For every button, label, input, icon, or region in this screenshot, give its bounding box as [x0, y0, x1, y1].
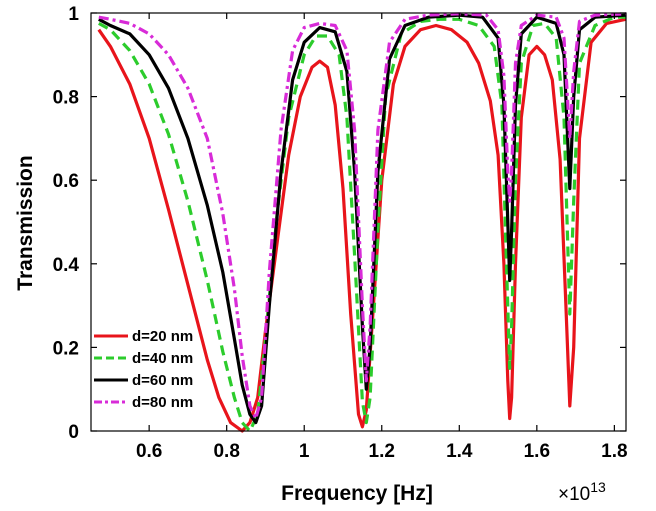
- y-tick-label: 1: [68, 4, 79, 25]
- x-axis-title: Frequency [Hz]: [281, 482, 433, 505]
- series-line-d-60-nm: [98, 13, 626, 425]
- series-line-d-80-nm: [98, 12, 626, 421]
- x-axis-exponent: ×1013: [558, 479, 606, 505]
- legend-label: d=60 nm: [132, 372, 193, 389]
- x-exponent-power: 13: [590, 479, 606, 495]
- y-tick-label: 0.2: [53, 338, 79, 359]
- x-tick-label: 1.8: [601, 441, 627, 462]
- legend: d=20 nm d=40 nm d=60 nm d=80 nm: [94, 328, 193, 411]
- legend-label: d=40 nm: [132, 350, 193, 367]
- y-tick-label: 0.8: [53, 88, 79, 109]
- plot-lines: [97, 12, 626, 433]
- x-tick-label: 1.2: [369, 441, 395, 462]
- x-tick-label: 0.6: [136, 441, 162, 462]
- y-tick-label: 0: [68, 422, 79, 443]
- x-tick-label: 1.4: [446, 441, 473, 462]
- legend-label: d=80 nm: [132, 394, 193, 411]
- y-axis-title: Transmission: [14, 155, 37, 290]
- x-tick-label: 1.6: [524, 441, 550, 462]
- legend-label: d=20 nm: [132, 328, 193, 345]
- y-tick-label: 0.6: [53, 171, 79, 192]
- x-tick-label: 1: [299, 441, 310, 462]
- axis-ticks: 0.6 0.8 1 1.2 1.4 1.6 1.8 0 0.2 0.4 0.6 0.8 1: [53, 4, 628, 462]
- plot-frame: [90, 12, 627, 432]
- x-tick-label: 0.8: [213, 441, 239, 462]
- series-line-d-20-nm: [97, 17, 626, 433]
- y-tick-label: 0.4: [53, 255, 80, 276]
- x-exponent-base: ×10: [558, 484, 590, 505]
